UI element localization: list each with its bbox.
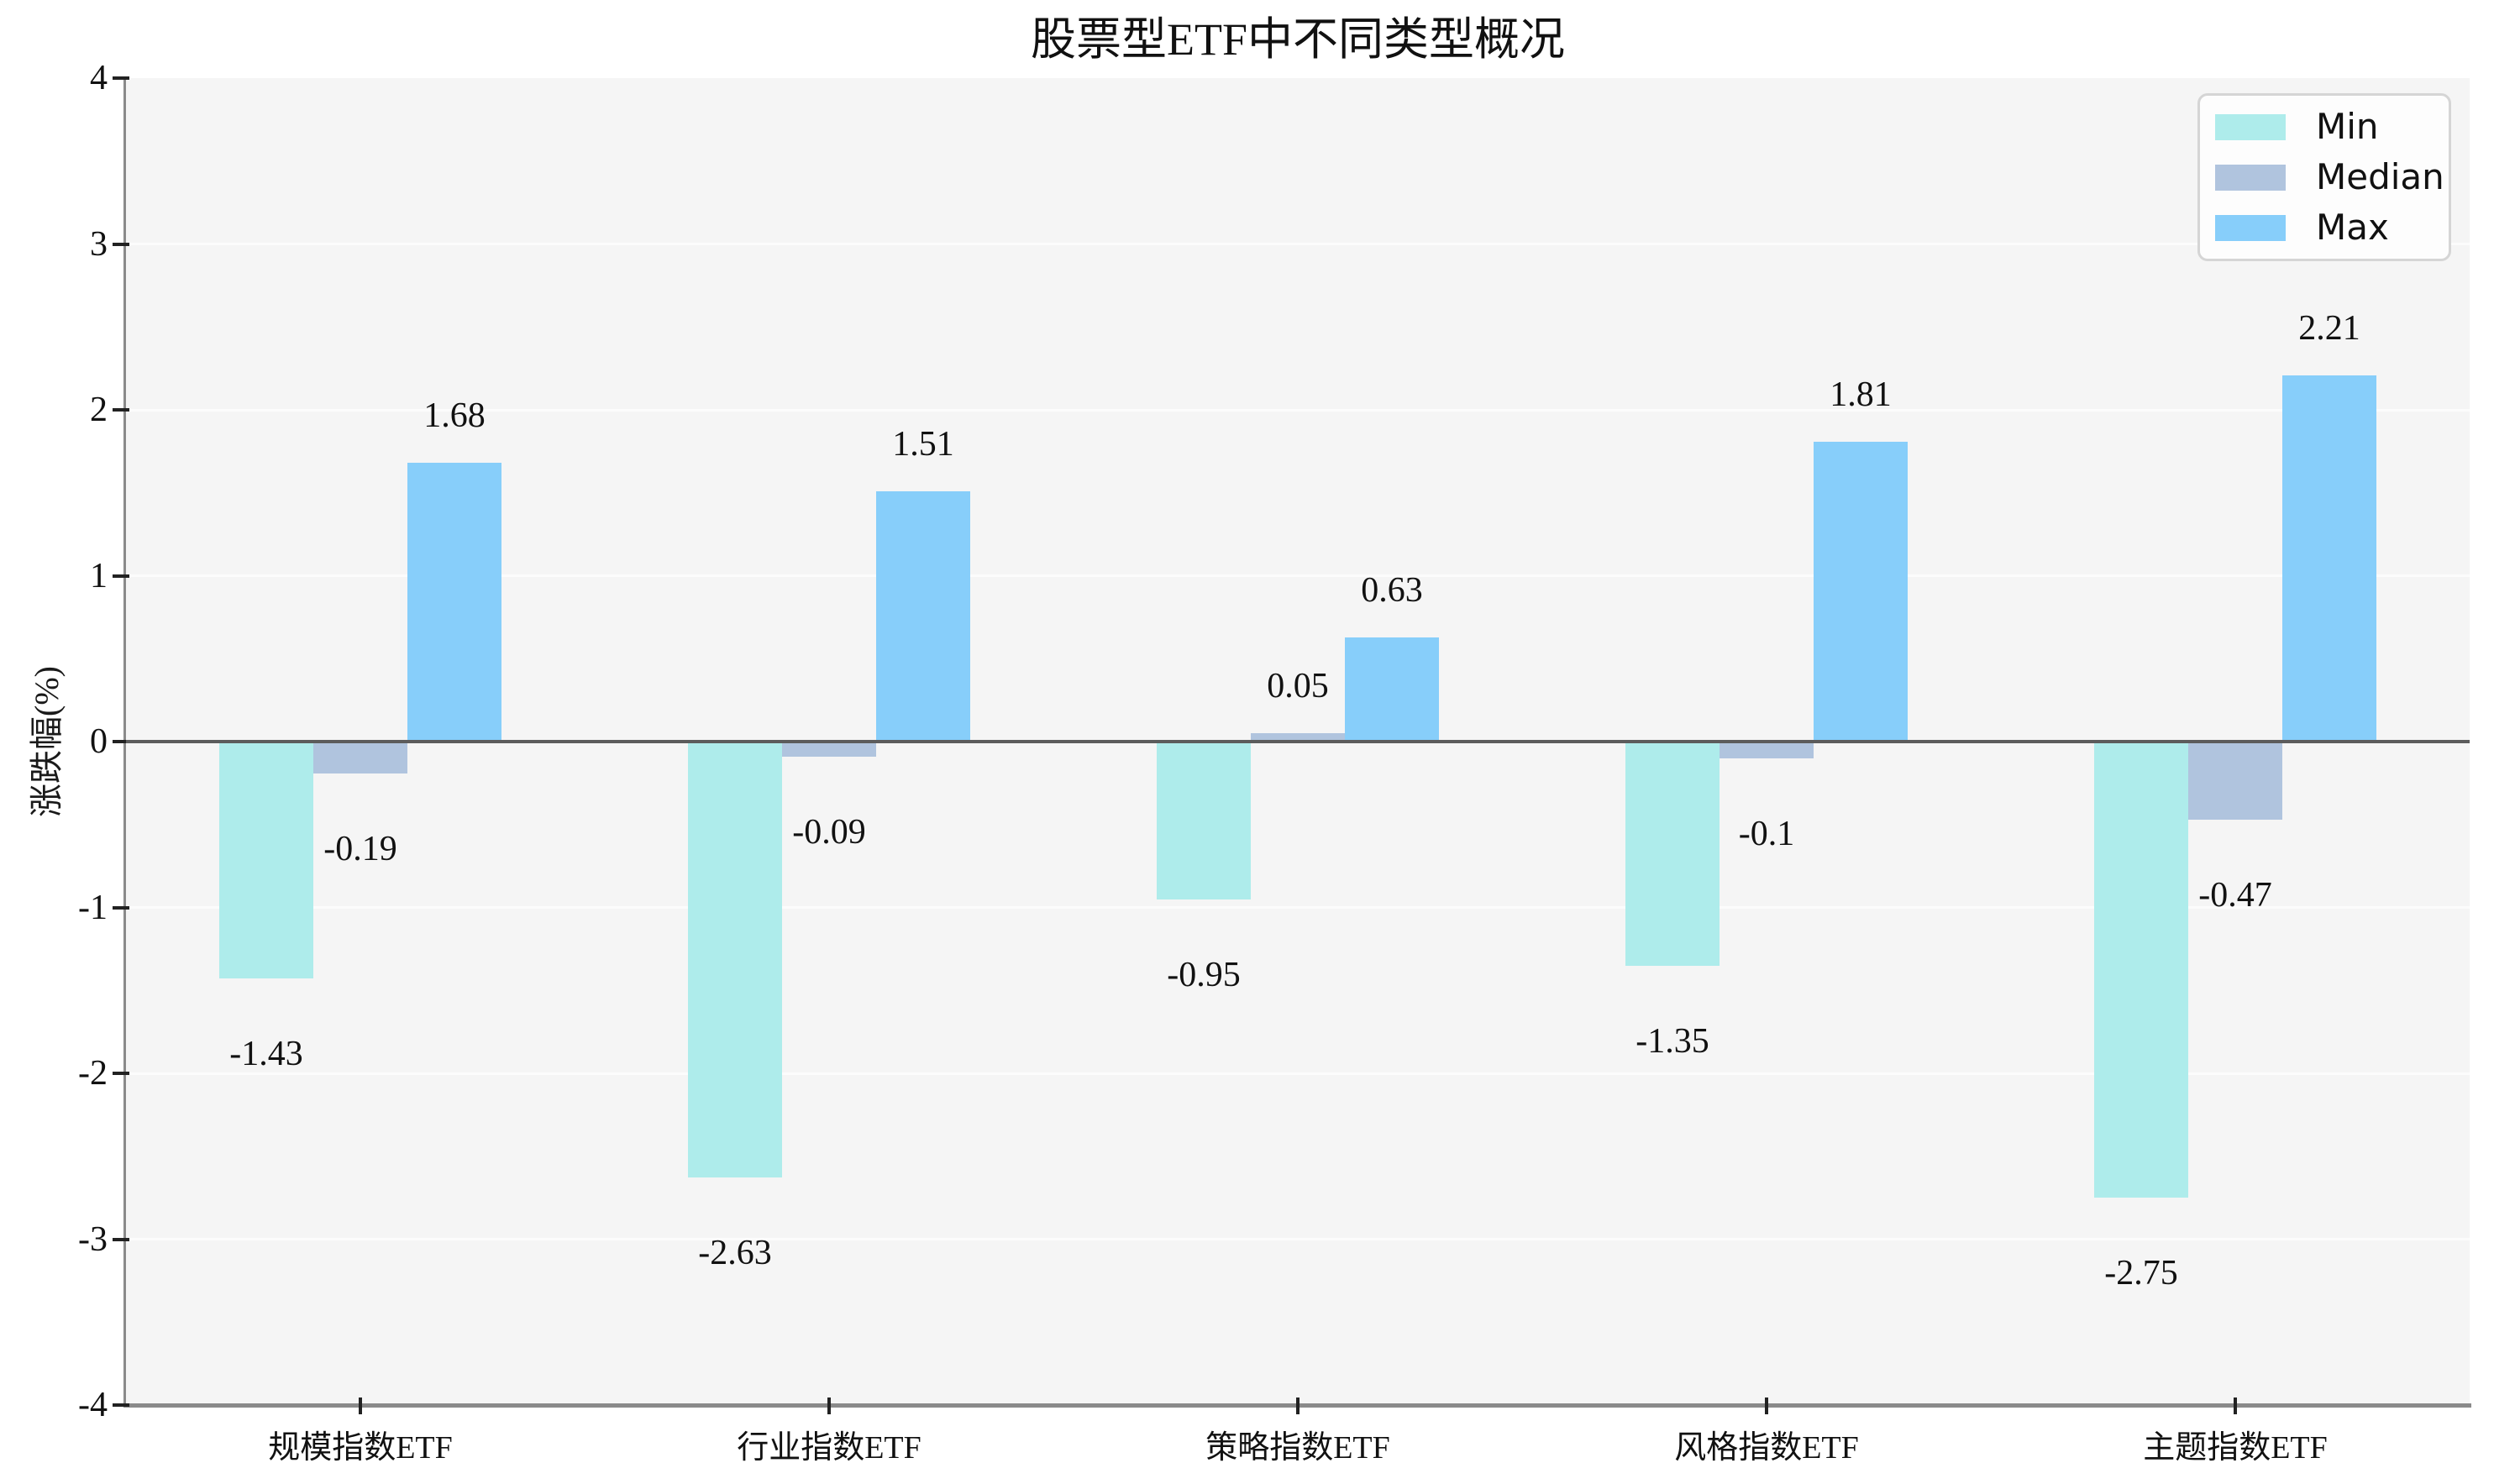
plot-area: -1.43 -2.63 -0.95 -1.35 -2.75 -0.19 -0.09 0.05 -… — [126, 78, 2470, 1405]
x-tick-label-2: 策略指数ETF — [1205, 1430, 1390, 1466]
bar-median-1 — [782, 742, 876, 757]
legend-swatch-median — [2215, 164, 2286, 191]
legend-row-median: Median — [2212, 159, 2444, 196]
value-label-min-1: -2.63 — [698, 1234, 772, 1273]
gridline-y-1 — [126, 906, 2470, 909]
y-tick-mark--2 — [113, 1072, 129, 1075]
value-label-median-1: -0.09 — [792, 812, 866, 852]
bar-max-0 — [407, 463, 501, 742]
y-tick-label--3: -3 — [78, 1219, 108, 1259]
y-tick-mark-4 — [113, 76, 129, 80]
chart-title: 股票型ETF中不同类型概况 — [1030, 14, 1565, 65]
bar-max-4 — [2282, 375, 2376, 742]
value-label-max-1: 1.51 — [892, 424, 954, 464]
y-tick-mark-0 — [113, 740, 129, 743]
value-label-max-0: 1.68 — [423, 396, 486, 436]
gridline-y-3 — [126, 1238, 2470, 1240]
x-tick-label-4: 主题指数ETF — [2143, 1430, 2328, 1466]
y-tick-mark--3 — [113, 1237, 129, 1241]
value-label-min-0: -1.43 — [229, 1035, 303, 1074]
y-tick-label-0: 0 — [90, 722, 108, 761]
bar-min-0 — [219, 742, 313, 979]
legend-label-median: Median — [2316, 156, 2444, 197]
value-label-max-3: 1.81 — [1830, 375, 1892, 414]
value-label-median-4: -0.47 — [2198, 875, 2272, 915]
bar-min-1 — [688, 742, 782, 1178]
bar-max-3 — [1814, 441, 1908, 742]
y-tick-label-2: 2 — [90, 391, 108, 429]
value-label-max-4: 2.21 — [2298, 308, 2360, 348]
y-tick-label-1: 1 — [90, 556, 108, 595]
legend-swatch-min — [2215, 113, 2286, 140]
value-label-min-2: -0.95 — [1167, 955, 1241, 994]
legend-row-max: Max — [2212, 209, 2437, 246]
y-tick-mark-3 — [113, 242, 129, 246]
value-label-median-3: -0.1 — [1738, 814, 1795, 853]
legend-label-max: Max — [2316, 207, 2389, 248]
bar-min-4 — [2094, 742, 2188, 1198]
bar-median-4 — [2188, 742, 2282, 820]
bar-median-3 — [1720, 742, 1814, 758]
legend-swatch-max — [2215, 214, 2286, 241]
zero-axis-line — [126, 740, 2470, 743]
y-tick-label--1: -1 — [78, 888, 108, 927]
bar-max-2 — [1345, 637, 1439, 742]
legend-row-min: Min — [2212, 108, 2437, 145]
value-label-median-2: 0.05 — [1267, 667, 1329, 706]
bar-median-2 — [1251, 733, 1345, 742]
value-label-min-3: -1.35 — [1636, 1021, 1709, 1061]
legend-label-min: Min — [2316, 106, 2379, 147]
gridline-y3 — [126, 243, 2470, 245]
bar-min-3 — [1625, 742, 1720, 966]
y-tick-label-4: 4 — [90, 59, 108, 97]
x-tick-mark-0 — [359, 1397, 362, 1414]
gridline-y1 — [126, 574, 2470, 577]
x-tick-label-1: 行业指数ETF — [737, 1430, 921, 1466]
value-label-min-4: -2.75 — [2104, 1254, 2178, 1293]
y-tick-mark--1 — [113, 905, 129, 910]
bar-max-1 — [876, 490, 970, 742]
x-tick-mark-3 — [1765, 1397, 1768, 1414]
x-tick-mark-1 — [827, 1397, 831, 1414]
x-tick-label-0: 规模指数ETF — [268, 1430, 453, 1466]
y-tick-label--2: -2 — [78, 1054, 108, 1093]
x-tick-label-3: 风格指数ETF — [1674, 1430, 1859, 1466]
y-tick-label-3: 3 — [90, 224, 108, 264]
gridline-y2 — [126, 408, 2470, 412]
value-label-max-2: 0.63 — [1361, 570, 1423, 610]
bar-min-2 — [1157, 742, 1251, 899]
y-tick-mark-1 — [113, 574, 129, 578]
x-tick-mark-2 — [1296, 1397, 1300, 1414]
y-tick-mark-2 — [113, 408, 129, 412]
y-tick-mark--4 — [113, 1403, 129, 1407]
legend: Min Median Max — [2197, 93, 2451, 261]
value-label-median-0: -0.19 — [323, 829, 397, 868]
bar-median-0 — [313, 742, 407, 773]
x-tick-mark-4 — [2234, 1397, 2237, 1414]
y-tick-label--4: -4 — [78, 1386, 108, 1424]
gridline-y-2 — [126, 1072, 2470, 1075]
